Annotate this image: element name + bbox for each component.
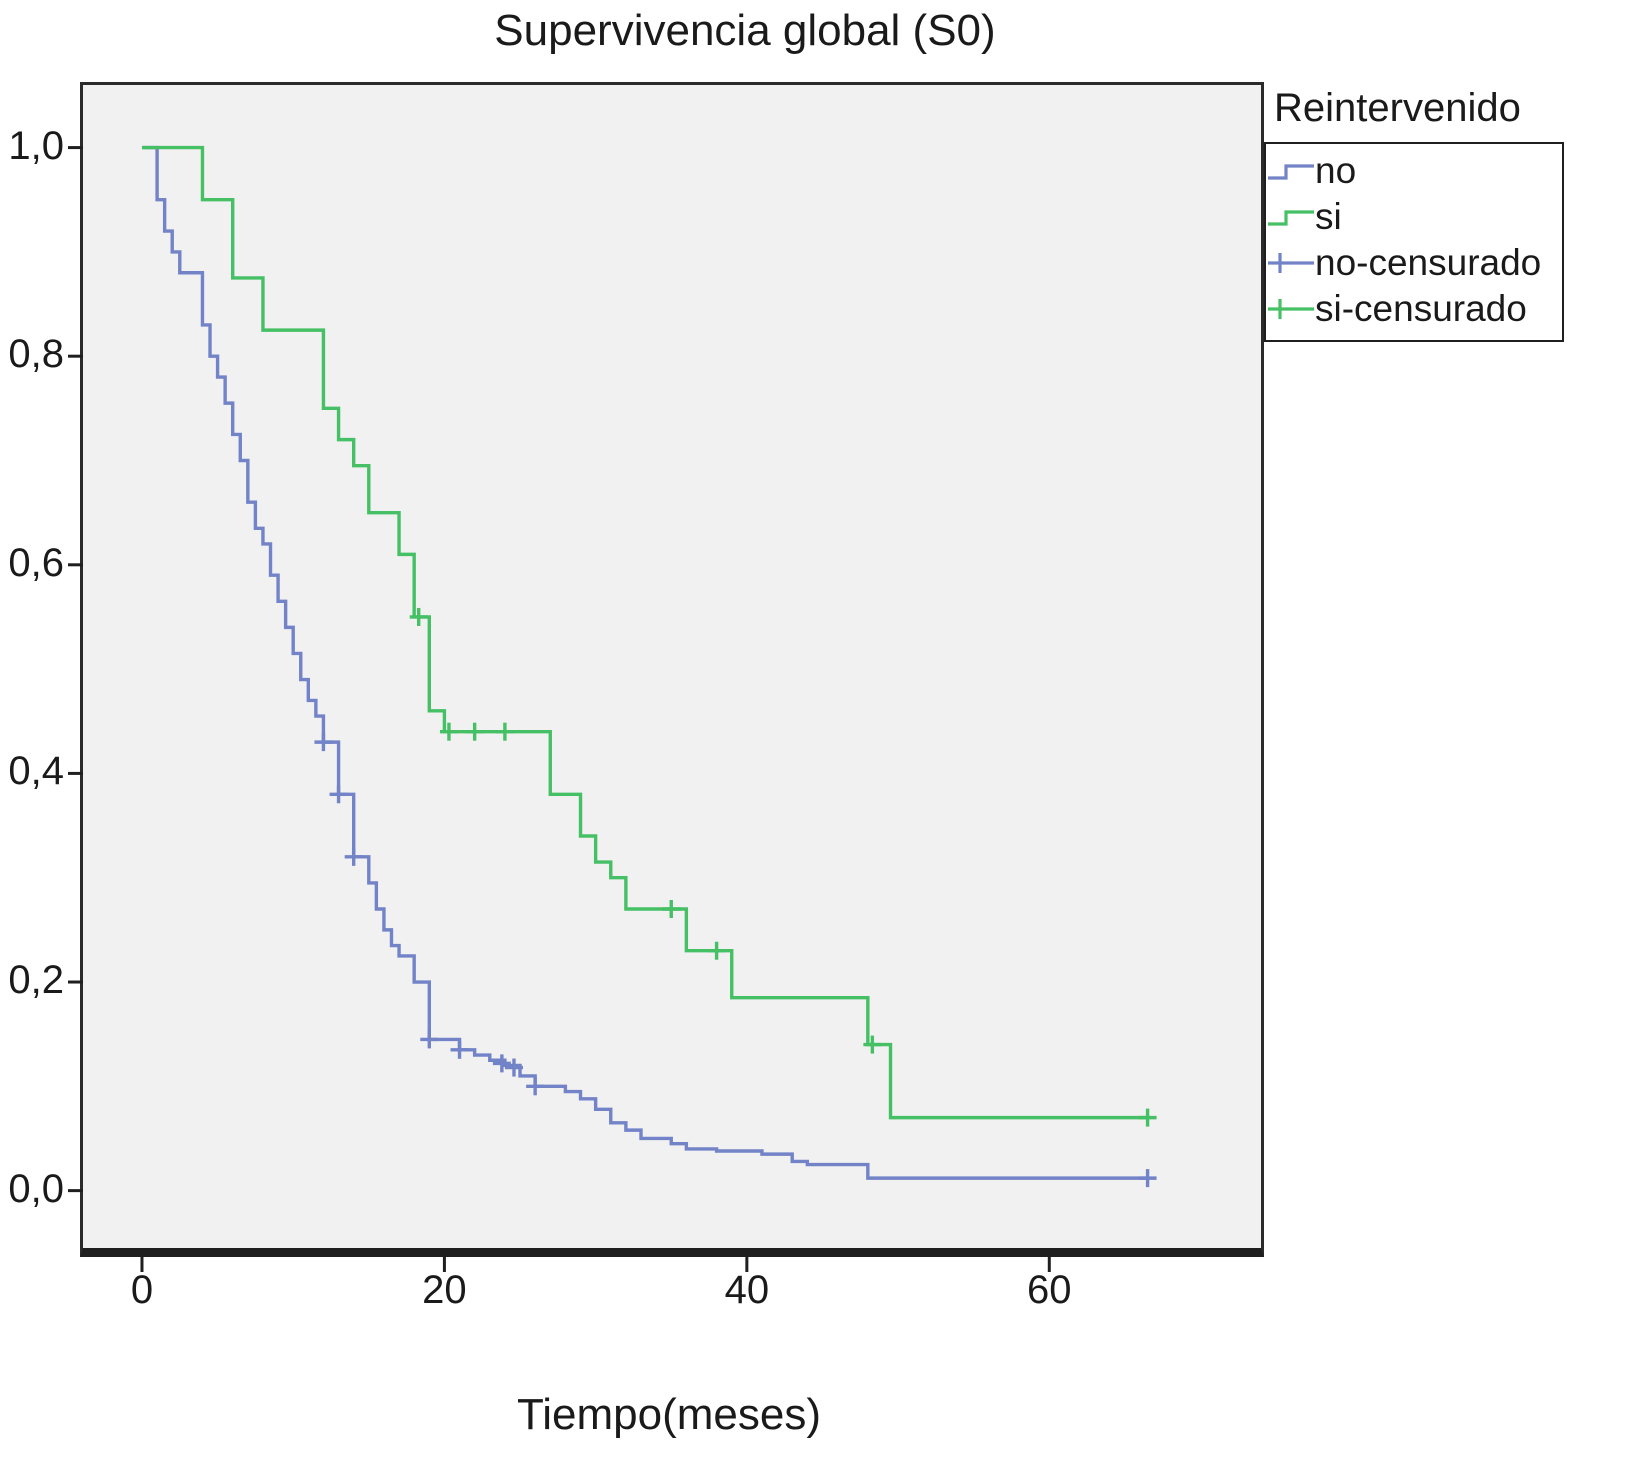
legend-step-line-icon	[1268, 210, 1314, 226]
legend-item-no-censored: no-censurado	[1268, 240, 1558, 286]
x-tick-label: 20	[422, 1268, 467, 1312]
x-tick-label: 40	[724, 1268, 770, 1312]
legend-label: no-censurado	[1315, 242, 1542, 283]
y-tick-label: 0,0	[8, 1166, 64, 1211]
legend-step-line-icon	[1268, 164, 1314, 180]
legend-label: no	[1315, 150, 1357, 191]
legend-censored-line-icon	[1268, 299, 1314, 319]
km-curves-canvas	[68, 145, 1157, 1272]
series-si	[141, 145, 1148, 1120]
y-tick-label: 0,6	[8, 540, 64, 585]
legend-box: no si no-censurado si-censurado	[1264, 142, 1564, 342]
y-tick-label: 0,8	[8, 332, 64, 377]
legend-item-no: no	[1268, 148, 1558, 194]
chart-title: Supervivencia global (S0)	[494, 6, 996, 55]
plot-area	[68, 82, 1264, 1272]
legend-censored-line-icon	[1268, 253, 1314, 273]
x-tick-label: 0	[130, 1268, 154, 1312]
legend-item-si-censored: si-censurado	[1268, 286, 1558, 332]
legend-item-si: si	[1268, 194, 1558, 240]
legend-label: si	[1315, 196, 1342, 237]
y-tick-label: 0,2	[8, 958, 64, 1003]
x-tick-label: 60	[1027, 1268, 1072, 1312]
series-no	[141, 145, 1148, 1180]
legend-label: si-censurado	[1315, 288, 1527, 329]
y-tick-label: 1,0	[8, 123, 64, 168]
x-axis-title: Tiempo(meses)	[517, 1390, 821, 1439]
legend-title: Reintervenido	[1274, 86, 1521, 130]
y-tick-label: 0,4	[8, 749, 64, 794]
